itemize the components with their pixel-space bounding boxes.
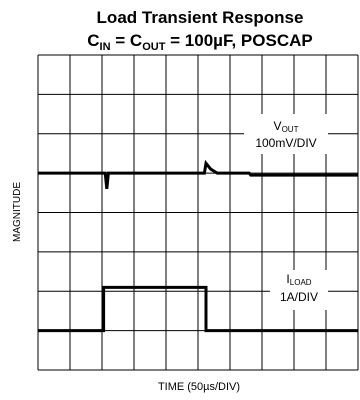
subtitle-in-sub: IN (100, 41, 111, 53)
subtitle-eq: = C (111, 31, 143, 50)
plot-grid (37, 54, 359, 371)
subtitle-out-sub: OUT (142, 41, 166, 53)
iload-annotation: ILOAD 1A/DIV (270, 270, 328, 310)
trace-iload (38, 285, 358, 333)
vout-annotation: VOUT 100mV/DIV (244, 114, 328, 154)
trace-vout (38, 159, 358, 190)
chart-title: Load Transient Response (97, 8, 304, 27)
x-axis-label: TIME (50µs/DIV) (158, 381, 240, 393)
iload-scale: 1A/DIV (280, 290, 318, 304)
subtitle-rest: = 100µF, POSCAP (165, 31, 312, 50)
chart-subtitle: CIN = COUT = 100µF, POSCAP (87, 31, 312, 53)
vout-scale: 100mV/DIV (255, 136, 316, 150)
plot-traces (38, 159, 358, 333)
iload-label: ILOAD (286, 272, 311, 287)
subtitle-c: C (87, 31, 99, 50)
vout-label-bg (244, 114, 328, 154)
y-axis-label: MAGNITUDE (12, 182, 23, 242)
vout-label: VOUT (274, 119, 299, 134)
iload-label-bg (270, 270, 328, 310)
